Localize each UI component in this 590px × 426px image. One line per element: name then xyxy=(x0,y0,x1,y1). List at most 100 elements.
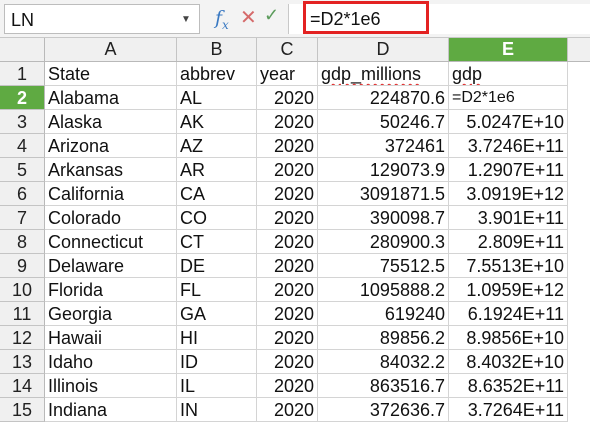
cell-a4[interactable]: Arizona xyxy=(45,134,177,158)
cell-b10[interactable]: FL xyxy=(177,278,257,302)
cell-d6[interactable]: 3091871.5 xyxy=(318,182,449,206)
formula-text[interactable]: =D2*1e6 xyxy=(310,9,381,29)
cell-a14[interactable]: Illinois xyxy=(45,374,177,398)
accept-icon[interactable]: ✓ xyxy=(264,5,280,25)
cell-b12[interactable]: HI xyxy=(177,326,257,350)
chevron-down-icon[interactable]: ▼ xyxy=(181,13,191,25)
row-header[interactable]: 2 xyxy=(0,86,45,110)
function-wizard-icon[interactable]: fx xyxy=(215,7,229,32)
select-all-corner[interactable] xyxy=(0,38,45,61)
column-header-b[interactable]: B xyxy=(177,38,257,61)
row-header[interactable]: 9 xyxy=(0,254,45,278)
cell-a2[interactable]: Alabama xyxy=(45,86,177,110)
row-header[interactable]: 10 xyxy=(0,278,45,302)
cell-b9[interactable]: DE xyxy=(177,254,257,278)
cell-d7[interactable]: 390098.7 xyxy=(318,206,449,230)
row-header[interactable]: 4 xyxy=(0,134,45,158)
row-header[interactable]: 5 xyxy=(0,158,45,182)
cell-d14[interactable]: 863516.7 xyxy=(318,374,449,398)
cell-a1[interactable]: State xyxy=(45,62,177,86)
cell-e1[interactable]: gdp xyxy=(449,62,568,86)
cell-d15[interactable]: 372636.7 xyxy=(318,398,449,422)
row-header[interactable]: 6 xyxy=(0,182,45,206)
cell-a6[interactable]: California xyxy=(45,182,177,206)
cell-e3[interactable]: 5.0247E+10 xyxy=(449,110,568,134)
column-header-c[interactable]: C xyxy=(257,38,318,61)
name-box[interactable]: LN ▼ xyxy=(4,4,200,34)
row-header[interactable]: 8 xyxy=(0,230,45,254)
cell-b15[interactable]: IN xyxy=(177,398,257,422)
cell-a12[interactable]: Hawaii xyxy=(45,326,177,350)
column-header-d[interactable]: D xyxy=(318,38,449,61)
cell-b8[interactable]: CT xyxy=(177,230,257,254)
cell-b3[interactable]: AK xyxy=(177,110,257,134)
cell-e5[interactable]: 1.2907E+11 xyxy=(449,158,568,182)
cell-b5[interactable]: AR xyxy=(177,158,257,182)
row-header[interactable]: 15 xyxy=(0,398,45,422)
cell-e12[interactable]: 8.9856E+10 xyxy=(449,326,568,350)
cell-d12[interactable]: 89856.2 xyxy=(318,326,449,350)
cell-b4[interactable]: AZ xyxy=(177,134,257,158)
cell-c4[interactable]: 2020 xyxy=(257,134,318,158)
cancel-icon[interactable]: ✕ xyxy=(240,7,257,29)
cell-b1[interactable]: abbrev xyxy=(177,62,257,86)
cell-e7[interactable]: 3.901E+11 xyxy=(449,206,568,230)
cell-c1[interactable]: year xyxy=(257,62,318,86)
row-header[interactable]: 14 xyxy=(0,374,45,398)
cell-b2[interactable]: AL xyxy=(177,86,257,110)
cell-d1[interactable]: gdp_millions xyxy=(318,62,449,86)
row-header[interactable]: 12 xyxy=(0,326,45,350)
cell-e11[interactable]: 6.1924E+11 xyxy=(449,302,568,326)
cell-c14[interactable]: 2020 xyxy=(257,374,318,398)
row-header[interactable]: 7 xyxy=(0,206,45,230)
cell-b11[interactable]: GA xyxy=(177,302,257,326)
cell-b6[interactable]: CA xyxy=(177,182,257,206)
cell-b13[interactable]: ID xyxy=(177,350,257,374)
cell-c6[interactable]: 2020 xyxy=(257,182,318,206)
cell-a11[interactable]: Georgia xyxy=(45,302,177,326)
formula-input[interactable]: =D2*1e6 xyxy=(288,4,590,34)
cell-e8[interactable]: 2.809E+11 xyxy=(449,230,568,254)
cell-d4[interactable]: 372461 xyxy=(318,134,449,158)
cell-a8[interactable]: Connecticut xyxy=(45,230,177,254)
cell-c5[interactable]: 2020 xyxy=(257,158,318,182)
cell-e9[interactable]: 7.5513E+10 xyxy=(449,254,568,278)
cell-a3[interactable]: Alaska xyxy=(45,110,177,134)
row-header[interactable]: 13 xyxy=(0,350,45,374)
cell-a15[interactable]: Indiana xyxy=(45,398,177,422)
cell-d2[interactable]: 224870.6 xyxy=(318,86,449,110)
row-header[interactable]: 1 xyxy=(0,62,45,86)
cell-c12[interactable]: 2020 xyxy=(257,326,318,350)
cell-c15[interactable]: 2020 xyxy=(257,398,318,422)
cell-c7[interactable]: 2020 xyxy=(257,206,318,230)
cell-e14[interactable]: 8.6352E+11 xyxy=(449,374,568,398)
cell-e15[interactable]: 3.7264E+11 xyxy=(449,398,568,422)
cell-d13[interactable]: 84032.2 xyxy=(318,350,449,374)
cell-d11[interactable]: 619240 xyxy=(318,302,449,326)
cell-a5[interactable]: Arkansas xyxy=(45,158,177,182)
cell-e13[interactable]: 8.4032E+10 xyxy=(449,350,568,374)
cell-d9[interactable]: 75512.5 xyxy=(318,254,449,278)
cell-c11[interactable]: 2020 xyxy=(257,302,318,326)
cell-a7[interactable]: Colorado xyxy=(45,206,177,230)
cell-d3[interactable]: 50246.7 xyxy=(318,110,449,134)
cell-e6[interactable]: 3.0919E+12 xyxy=(449,182,568,206)
cell-d5[interactable]: 129073.9 xyxy=(318,158,449,182)
row-header[interactable]: 11 xyxy=(0,302,45,326)
cell-c13[interactable]: 2020 xyxy=(257,350,318,374)
cell-c8[interactable]: 2020 xyxy=(257,230,318,254)
cell-d10[interactable]: 1095888.2 xyxy=(318,278,449,302)
cell-a10[interactable]: Florida xyxy=(45,278,177,302)
cell-c3[interactable]: 2020 xyxy=(257,110,318,134)
cell-d8[interactable]: 280900.3 xyxy=(318,230,449,254)
column-header-e[interactable]: E xyxy=(449,38,568,61)
cell-a13[interactable]: Idaho xyxy=(45,350,177,374)
column-header-a[interactable]: A xyxy=(45,38,177,61)
cell-b7[interactable]: CO xyxy=(177,206,257,230)
cell-e10[interactable]: 1.0959E+12 xyxy=(449,278,568,302)
cell-c9[interactable]: 2020 xyxy=(257,254,318,278)
cell-b14[interactable]: IL xyxy=(177,374,257,398)
row-header[interactable]: 3 xyxy=(0,110,45,134)
cell-e2[interactable]: =D2*1e6 xyxy=(449,86,568,110)
cell-c2[interactable]: 2020 xyxy=(257,86,318,110)
